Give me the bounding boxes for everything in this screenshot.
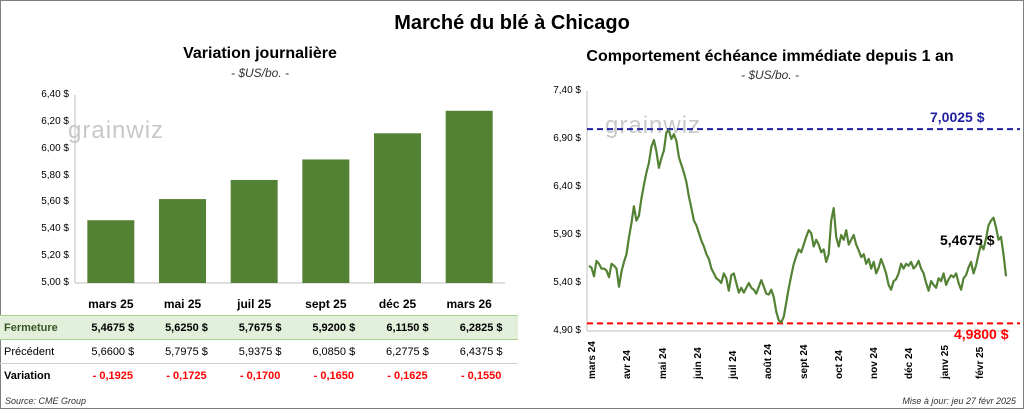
- closing-value: 5,4675 $: [76, 315, 150, 340]
- y-tick-label: 6,40 $: [553, 181, 581, 192]
- x-tick-label: sept 25: [305, 297, 347, 311]
- previous-value: 6,0850 $: [312, 345, 356, 358]
- previous-value: 5,6600 $: [91, 345, 135, 358]
- y-tick-label: 4,90 $: [553, 325, 581, 336]
- y-tick-label: 5,00 $: [41, 277, 69, 288]
- closing-value: 5,7675 $: [223, 315, 297, 340]
- x-tick-label: déc 25: [378, 297, 417, 311]
- closing-value: 5,9200 $: [296, 315, 371, 340]
- bar: [87, 220, 135, 283]
- bar-chart-subtitle: - $US/bo. -: [230, 66, 290, 80]
- x-tick-label: mars 25: [88, 297, 134, 311]
- bar: [159, 199, 206, 283]
- x-tick-label: déc 24: [904, 347, 916, 379]
- y-tick-label: 6,90 $: [553, 133, 581, 144]
- previous-value: 5,9375 $: [238, 345, 282, 358]
- main-title: Marché du blé à Chicago: [394, 12, 630, 34]
- x-tick-label: mai 25: [163, 297, 202, 311]
- y-tick-label: 7,40 $: [553, 85, 581, 96]
- closing-value: 6,1150 $: [370, 315, 445, 340]
- x-tick-label: mars 24: [587, 341, 598, 379]
- last-value-label: 5,4675 $: [940, 232, 995, 248]
- x-tick-label: juin 24: [692, 347, 704, 379]
- y-tick-label: 5,80 $: [41, 169, 69, 181]
- x-tick-label: mai 24: [657, 347, 669, 379]
- x-tick-label: avr 24: [622, 350, 634, 379]
- bar: [230, 179, 278, 283]
- change-value: - 0,1550: [444, 363, 518, 387]
- x-tick-label: févr 25: [974, 346, 986, 379]
- table-row-closing: Fermeture 5,4675 $ 5,6250 $ 5,7675 $ 5,9…: [0, 315, 518, 340]
- watermark-left: grainwiz: [68, 117, 165, 144]
- low-value-label: 4,9800 $: [954, 326, 1009, 343]
- change-value: - 0,1650: [296, 363, 371, 387]
- x-tick-label: août 24: [763, 343, 775, 379]
- table-row-previous: Précédent 5,6600 $ 5,7975 $ 5,9375 $ 6,0…: [0, 340, 518, 364]
- change-value: - 0,1700: [223, 363, 297, 387]
- previous-value: 5,7975 $: [165, 345, 208, 358]
- y-tick-label: 5,20 $: [41, 250, 69, 262]
- x-tick-label: juil 25: [237, 297, 272, 311]
- price-series-line: [588, 129, 1008, 324]
- x-tick-label: sept 24: [798, 344, 810, 379]
- x-tick-label: mars 26: [446, 297, 492, 311]
- price-table: Fermeture 5,4675 $ 5,6250 $ 5,7675 $ 5,9…: [0, 315, 518, 387]
- source-note: Source: CME Group: [5, 396, 87, 406]
- previous-value: 6,2775 $: [386, 345, 429, 358]
- bar: [302, 159, 350, 283]
- y-tick-label: 5,40 $: [41, 223, 69, 235]
- bar: [445, 110, 493, 284]
- table-row-change: Variation - 0,1925 - 0,1725 - 0,1700 - 0…: [0, 363, 518, 387]
- y-tick-label: 6,00 $: [41, 142, 69, 154]
- y-tick-label: 5,60 $: [41, 196, 69, 208]
- y-tick-label: 5,90 $: [553, 229, 581, 240]
- row-label-closing: Fermeture: [0, 315, 76, 340]
- change-value: - 0,1725: [149, 363, 224, 387]
- line-chart-title: Comportement échéance immédiate depuis 1…: [586, 48, 954, 65]
- watermark-right: grainwiz: [605, 112, 702, 139]
- previous-value: 6,4375 $: [459, 345, 503, 358]
- high-value-label: 7,0025 $: [930, 109, 985, 126]
- closing-value: 6,2825 $: [444, 315, 518, 340]
- y-tick-label: 6,40 $: [41, 89, 69, 100]
- row-label-change: Variation: [0, 363, 76, 387]
- change-value: - 0,1625: [370, 363, 445, 387]
- update-note: Mise à jour: jeu 27 févr 2025: [902, 396, 1016, 406]
- line-chart-subtitle: - $US/bo. -: [740, 68, 800, 82]
- closing-value: 5,6250 $: [149, 315, 224, 340]
- y-tick-label: 6,20 $: [41, 115, 69, 127]
- y-tick-label: 5,40 $: [553, 277, 581, 288]
- change-value: - 0,1925: [76, 363, 150, 387]
- x-tick-label: juil 24: [728, 350, 739, 379]
- row-label-previous: Précédent: [4, 345, 55, 358]
- x-tick-label: oct 24: [833, 350, 845, 379]
- x-tick-label: janv 25: [939, 345, 951, 379]
- bar-chart-title: Variation journalière: [183, 45, 337, 62]
- x-tick-label: nov 24: [869, 347, 880, 379]
- bar: [374, 133, 421, 283]
